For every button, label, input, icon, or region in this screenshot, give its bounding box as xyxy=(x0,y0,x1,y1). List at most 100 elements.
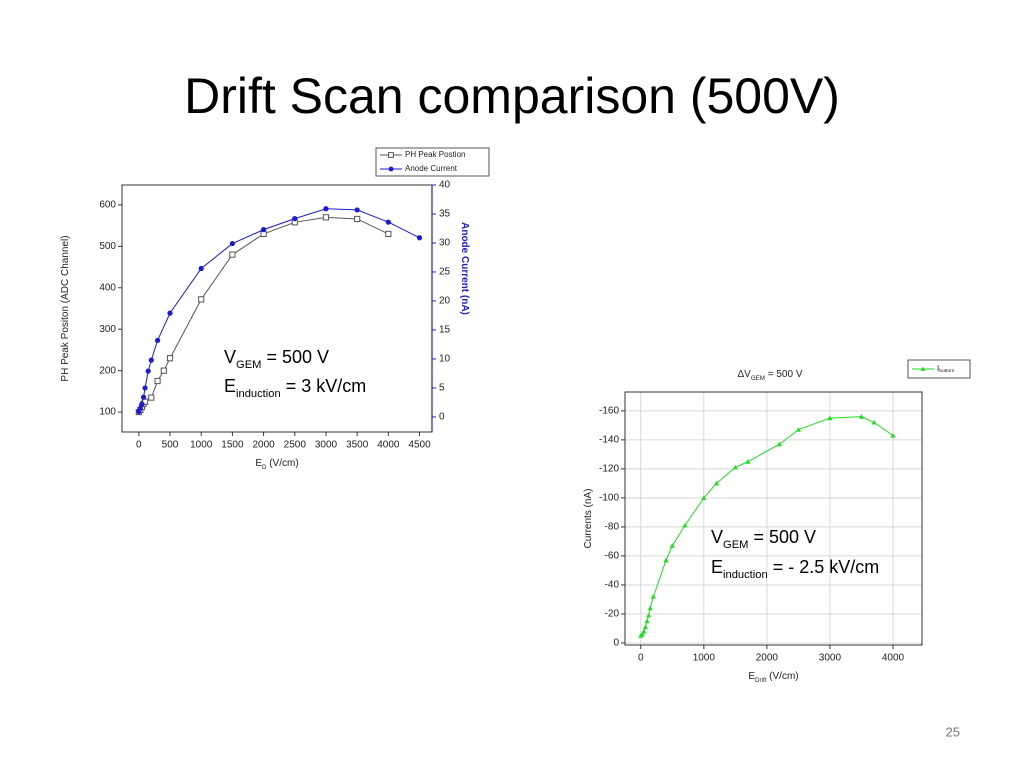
subscript: Drift xyxy=(755,677,767,684)
text-segment: = 500 V xyxy=(748,527,816,547)
annotation: Einduction = - 2.5 kV/cm xyxy=(711,557,879,581)
x-tick-label: 3000 xyxy=(315,440,338,451)
marker xyxy=(732,464,738,470)
marker xyxy=(663,557,669,563)
marker xyxy=(229,240,236,247)
y2-tick-label: 0 xyxy=(439,412,445,423)
legend-box xyxy=(375,147,490,177)
text-segment: E xyxy=(711,557,723,577)
marker xyxy=(642,624,649,630)
y-tick-label: 200 xyxy=(99,365,116,376)
marker xyxy=(827,415,833,421)
text-segment: E xyxy=(224,376,236,396)
legend-box xyxy=(907,359,971,379)
x-tick-label: 3500 xyxy=(346,440,369,451)
marker xyxy=(148,357,154,363)
y-tick-label: -40 xyxy=(605,580,620,591)
marker xyxy=(646,612,652,618)
marker xyxy=(713,480,720,486)
marker xyxy=(890,432,896,438)
x-tick-label: 2000 xyxy=(756,653,779,664)
y2-tick-label: 10 xyxy=(439,354,451,365)
marker xyxy=(142,385,148,391)
marker xyxy=(920,366,926,371)
annotation: VGEM = 500 V xyxy=(711,527,816,551)
marker xyxy=(858,414,865,419)
text-segment: = 3 kV/cm xyxy=(281,376,367,396)
y2-tick-label: 25 xyxy=(439,267,451,278)
y2-tick-label: 35 xyxy=(439,209,451,220)
legend-label: PH Peak Postion xyxy=(405,150,465,159)
marker xyxy=(229,251,236,258)
marker xyxy=(160,367,167,374)
marker xyxy=(385,230,392,238)
y-tick-label: 300 xyxy=(99,324,116,335)
x-tick-label: 2500 xyxy=(284,440,307,451)
marker xyxy=(639,631,645,637)
text-segment: V xyxy=(224,347,236,367)
text-segment: V xyxy=(711,527,723,547)
y-tick-label: 500 xyxy=(99,241,116,252)
x-tick-label: 3000 xyxy=(819,653,842,664)
marker xyxy=(260,227,267,233)
marker xyxy=(292,216,298,222)
marker xyxy=(641,628,647,634)
x-tick-label: 4500 xyxy=(408,440,431,451)
text-segment: (V/cm) xyxy=(766,671,798,682)
text-segment: E xyxy=(748,671,755,682)
marker xyxy=(323,206,329,212)
x-tick-label: 4000 xyxy=(882,653,905,664)
x-tick-label: 0 xyxy=(638,653,644,664)
y2-axis-label: Anode Current (nA) xyxy=(459,222,470,315)
marker xyxy=(167,310,173,316)
marker xyxy=(388,152,394,158)
y-tick-label: -140 xyxy=(599,435,619,446)
text-segment: I xyxy=(937,364,939,373)
marker xyxy=(154,337,161,343)
marker xyxy=(385,219,391,225)
marker xyxy=(198,265,204,272)
marker xyxy=(322,214,330,221)
marker xyxy=(745,459,751,464)
x-axis-label: ED (V/cm) xyxy=(255,458,298,471)
y-tick-label: 0 xyxy=(613,638,619,649)
y-tick-label: -20 xyxy=(605,609,620,620)
text-segment: = 500 V xyxy=(765,369,803,380)
marker xyxy=(416,235,423,241)
x-tick-label: 500 xyxy=(162,440,179,451)
page-number: 25 xyxy=(946,724,960,739)
subscript: GEM xyxy=(751,375,765,382)
y-tick-label: -100 xyxy=(599,493,619,504)
marker xyxy=(198,296,205,303)
x-tick-label: 1500 xyxy=(221,440,244,451)
legend-label: Ibottom xyxy=(937,364,954,374)
marker xyxy=(650,593,656,599)
marker xyxy=(701,495,707,500)
marker xyxy=(139,401,145,407)
x-axis-label: EDrift (V/cm) xyxy=(748,671,798,684)
marker xyxy=(145,368,151,374)
y2-tick-label: 20 xyxy=(439,296,451,307)
chart-title: ΔVGEM = 500 V xyxy=(738,369,803,382)
subscript: D xyxy=(262,464,267,471)
y-tick-label: 600 xyxy=(99,200,116,211)
marker xyxy=(776,441,783,447)
text-segment: E xyxy=(255,458,262,469)
marker xyxy=(166,355,174,362)
y-tick-label: -120 xyxy=(599,464,619,475)
y-tick-label: 400 xyxy=(99,282,116,293)
subscript: induction xyxy=(236,388,281,400)
legend-label: Anode Current xyxy=(405,164,458,173)
marker xyxy=(647,605,653,611)
x-tick-label: 2000 xyxy=(252,440,275,451)
x-tick-label: 4000 xyxy=(377,440,400,451)
marker xyxy=(644,618,650,624)
marker xyxy=(388,166,394,172)
plot-frame xyxy=(624,391,923,646)
x-tick-label: 0 xyxy=(136,440,142,451)
y-axis-label: PH Peak Positon (ADC Channel) xyxy=(60,235,71,381)
marker xyxy=(682,522,688,528)
marker xyxy=(148,394,155,401)
